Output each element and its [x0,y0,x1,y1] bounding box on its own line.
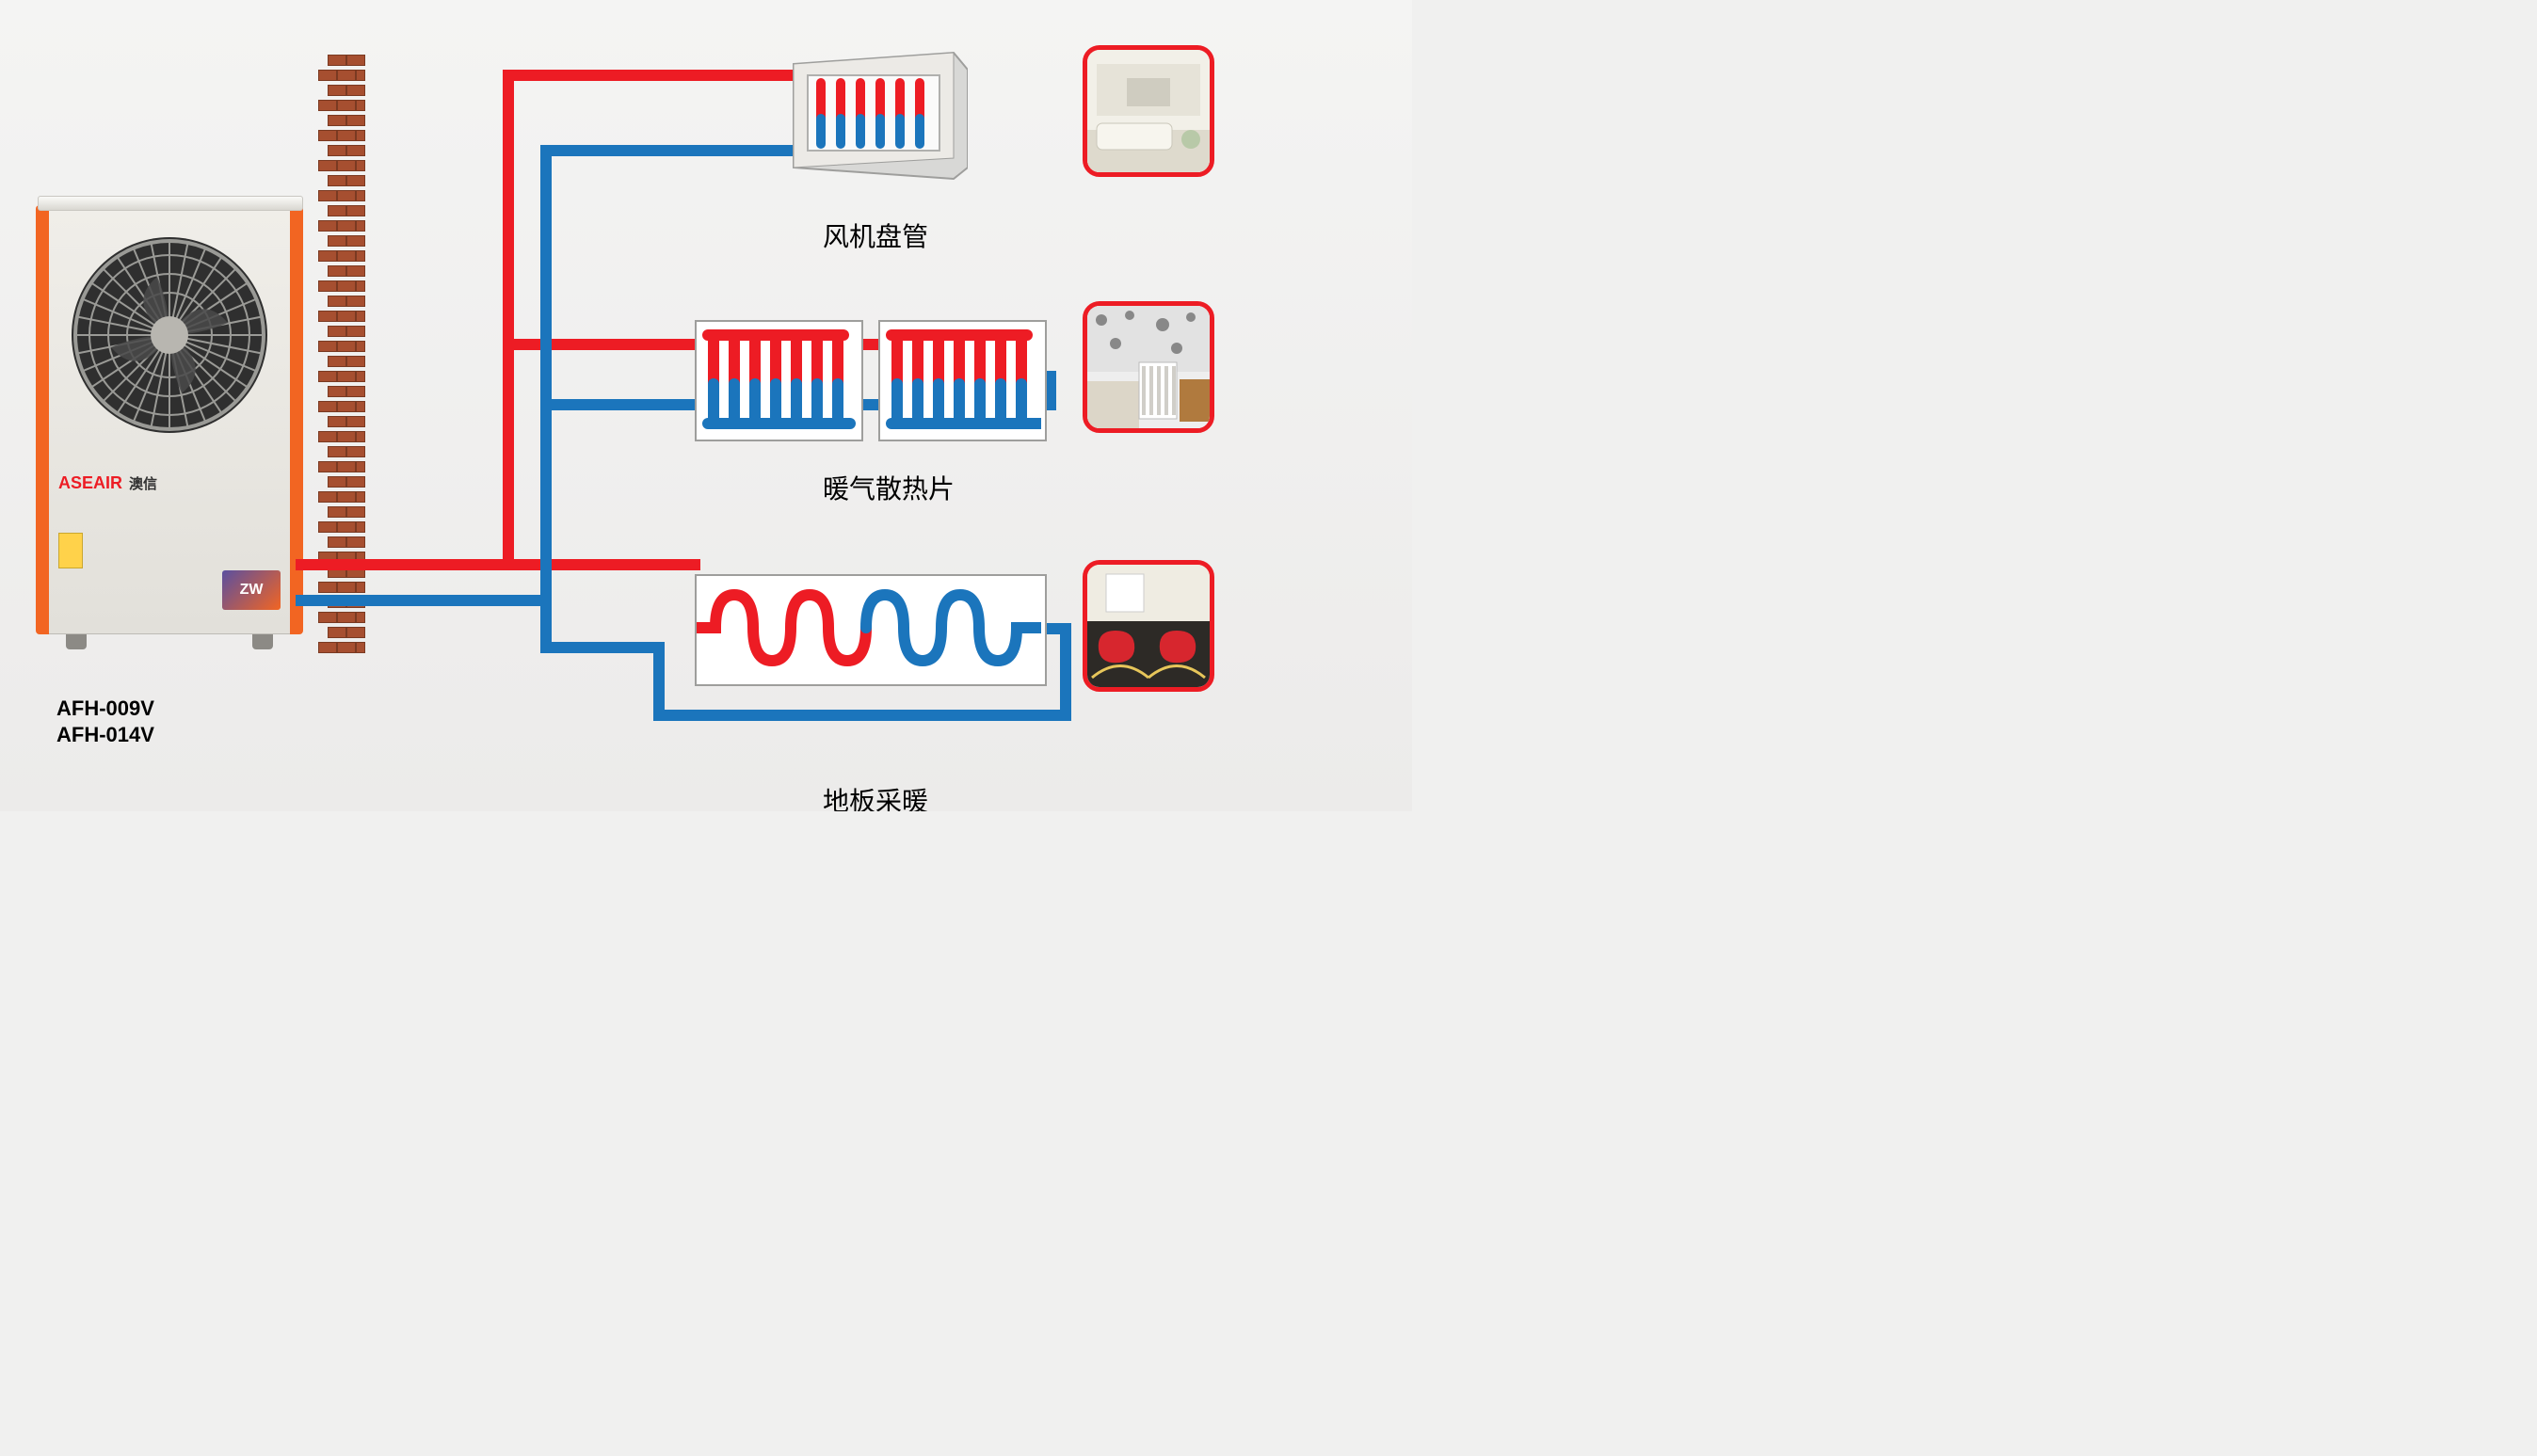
thumb-living-room [1083,45,1214,177]
fancoil-label: 风机盘管 [823,216,928,254]
thumb-bedroom [1083,301,1214,433]
floorheat-label: 地板采暖 [823,781,928,811]
radiator-2 [878,320,1047,441]
thumb-floor-heating-room [1083,560,1214,692]
radiator-label: 暖气散热片 [823,469,955,506]
floor-heating-panel [695,574,1047,686]
fan-coil-unit [779,45,968,186]
radiator-1 [695,320,863,441]
